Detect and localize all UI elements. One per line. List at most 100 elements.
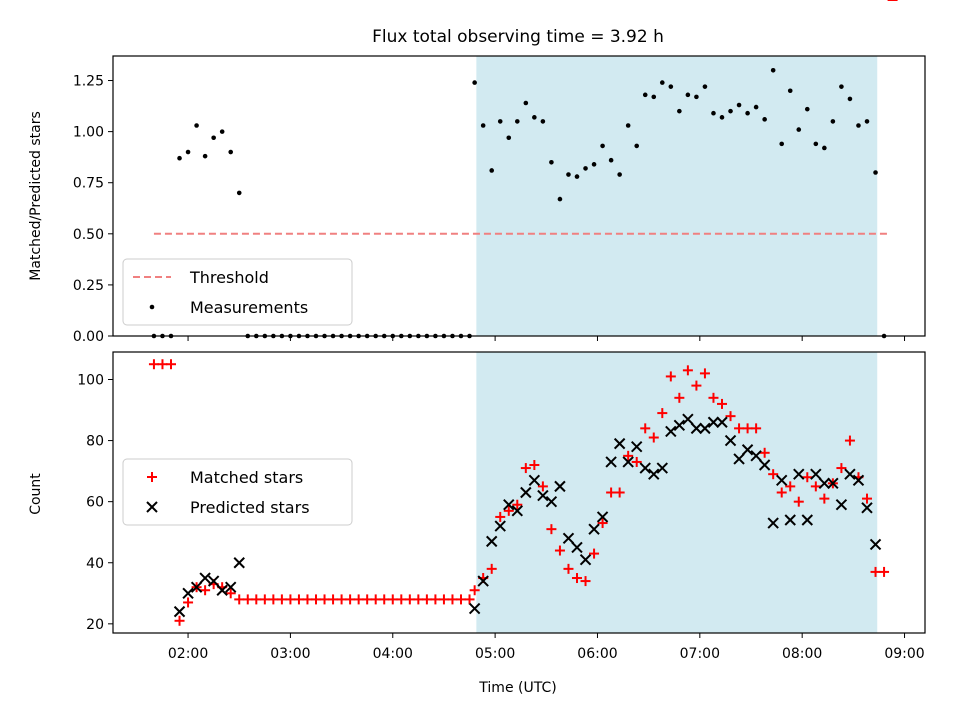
data-point xyxy=(682,365,693,376)
data-point xyxy=(259,594,270,605)
observing-window-shade xyxy=(476,56,878,336)
data-point xyxy=(639,462,651,474)
data-point xyxy=(589,548,600,559)
data-point xyxy=(659,80,665,85)
data-point xyxy=(775,474,788,486)
data-point xyxy=(489,168,495,173)
data-point xyxy=(468,602,481,615)
data-point xyxy=(835,499,848,511)
data-point xyxy=(651,94,657,100)
data-point xyxy=(864,119,870,124)
x-tick-label: 02:00 xyxy=(168,646,208,662)
observing-window-shade xyxy=(476,352,878,633)
data-point xyxy=(734,423,745,434)
data-point xyxy=(477,575,489,587)
legend: Matched stars Predicted stars xyxy=(122,458,353,526)
data-point xyxy=(302,594,313,605)
data-point xyxy=(387,594,398,605)
data-point xyxy=(873,170,878,175)
legend-swatch xyxy=(147,472,157,482)
data-point xyxy=(219,129,225,134)
data-point xyxy=(370,594,381,605)
data-point xyxy=(520,486,532,499)
data-point xyxy=(617,172,622,177)
data-point xyxy=(537,489,549,502)
data-point xyxy=(741,444,754,456)
data-point xyxy=(622,456,634,468)
data-point xyxy=(200,585,211,596)
data-point xyxy=(694,94,699,100)
data-point xyxy=(759,447,770,458)
data-point xyxy=(336,594,347,605)
x-tick-label: 07:00 xyxy=(680,646,720,662)
data-point xyxy=(562,532,575,545)
panel-ratio: 0.00 0.25 0.50 0.75 1.00 1.25 Threshold Measure… xyxy=(73,55,926,345)
data-point xyxy=(750,450,762,462)
data-point xyxy=(813,141,819,147)
data-point xyxy=(674,392,685,403)
data-point xyxy=(503,499,515,511)
data-point xyxy=(779,141,785,147)
data-point xyxy=(242,594,253,605)
data-point xyxy=(745,110,750,116)
data-point xyxy=(183,597,194,608)
data-point xyxy=(724,434,737,447)
data-point xyxy=(665,425,677,438)
data-point xyxy=(753,104,759,110)
data-point xyxy=(767,517,779,529)
data-point xyxy=(657,408,668,419)
data-point xyxy=(311,594,321,605)
data-point xyxy=(682,413,694,425)
data-point xyxy=(549,159,554,165)
data-point xyxy=(529,460,540,471)
data-point xyxy=(770,68,776,73)
y-tick-label: 0.50 xyxy=(73,227,104,243)
data-point xyxy=(606,487,617,498)
data-point xyxy=(861,502,873,514)
data-point xyxy=(869,538,882,551)
data-point xyxy=(319,594,330,605)
data-point xyxy=(796,127,802,132)
data-point xyxy=(776,487,787,498)
data-point xyxy=(608,157,614,163)
data-point xyxy=(185,149,191,155)
data-point xyxy=(173,605,186,618)
y-tick-label: 0.25 xyxy=(73,278,104,294)
data-point xyxy=(447,594,458,605)
data-point xyxy=(614,487,625,498)
data-point xyxy=(707,416,720,428)
data-point xyxy=(512,499,523,510)
y-tick-label: 0.75 xyxy=(73,176,104,192)
data-point xyxy=(532,115,537,120)
data-point xyxy=(572,573,582,584)
data-point xyxy=(716,416,728,428)
data-point xyxy=(677,108,682,114)
data-point xyxy=(285,594,296,605)
y-tick-label: 1.00 xyxy=(73,125,104,141)
y-tick-label: 60 xyxy=(86,495,104,511)
data-point xyxy=(276,594,287,605)
data-point xyxy=(225,588,236,599)
data-point xyxy=(379,594,390,605)
data-point xyxy=(733,453,745,465)
data-point xyxy=(793,468,805,480)
x-axis-label: Time (UTC) xyxy=(478,680,556,696)
data-point xyxy=(464,594,475,605)
data-point xyxy=(613,437,626,450)
data-point xyxy=(691,380,702,391)
data-point xyxy=(804,106,810,112)
data-point xyxy=(852,474,865,486)
data-point xyxy=(494,520,506,532)
data-point xyxy=(148,359,159,370)
data-point xyxy=(830,119,836,124)
x-tick-label: 04:00 xyxy=(373,646,413,662)
data-point xyxy=(514,119,520,124)
data-point xyxy=(233,557,245,569)
data-point xyxy=(438,594,449,605)
data-point xyxy=(631,456,642,467)
data-point xyxy=(870,566,881,577)
data-point xyxy=(520,463,531,474)
x-tick-label: 03:00 xyxy=(270,646,310,662)
data-point xyxy=(856,123,861,128)
